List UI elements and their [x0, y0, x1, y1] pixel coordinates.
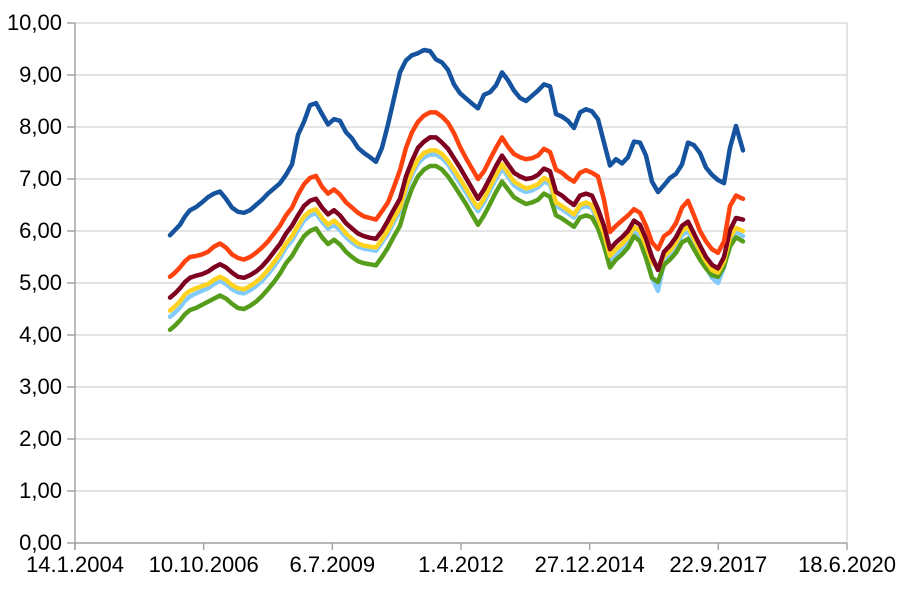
y-tick-label-7: 7,00 — [19, 166, 62, 191]
y-tick-label-6: 6,00 — [19, 218, 62, 243]
y-tick-label-9: 9,00 — [19, 62, 62, 87]
y-tick-label-5: 5,00 — [19, 270, 62, 295]
y-tick-label-10: 10,00 — [6, 10, 62, 35]
line-series-dark-blue — [167, 47, 746, 238]
line-series-green — [167, 163, 746, 333]
x-tick-label-2: 6.7.2009 — [289, 552, 376, 577]
y-tick-label-3: 3,00 — [19, 374, 62, 399]
line-series-dark-red — [167, 135, 746, 300]
y-tick-label-8: 8,00 — [19, 114, 62, 139]
x-tick-label-0: 14.1.2004 — [26, 552, 124, 577]
line-series-orange — [167, 110, 746, 280]
y-tick-label-2: 2,00 — [19, 426, 62, 451]
y-tick-label-4: 4,00 — [19, 322, 62, 347]
x-tick-label-5: 22.9.2017 — [669, 552, 768, 577]
x-tick-label-6: 18.6.2020 — [798, 552, 896, 577]
x-tick-label-3: 1.4.2012 — [418, 552, 504, 577]
x-tick-label-1: 10.10.2006 — [148, 552, 259, 577]
y-tick-label-1: 1,00 — [19, 478, 62, 503]
y-tick-label-0: 0,00 — [19, 530, 62, 555]
x-tick-label-4: 27.12.2014 — [534, 552, 645, 577]
